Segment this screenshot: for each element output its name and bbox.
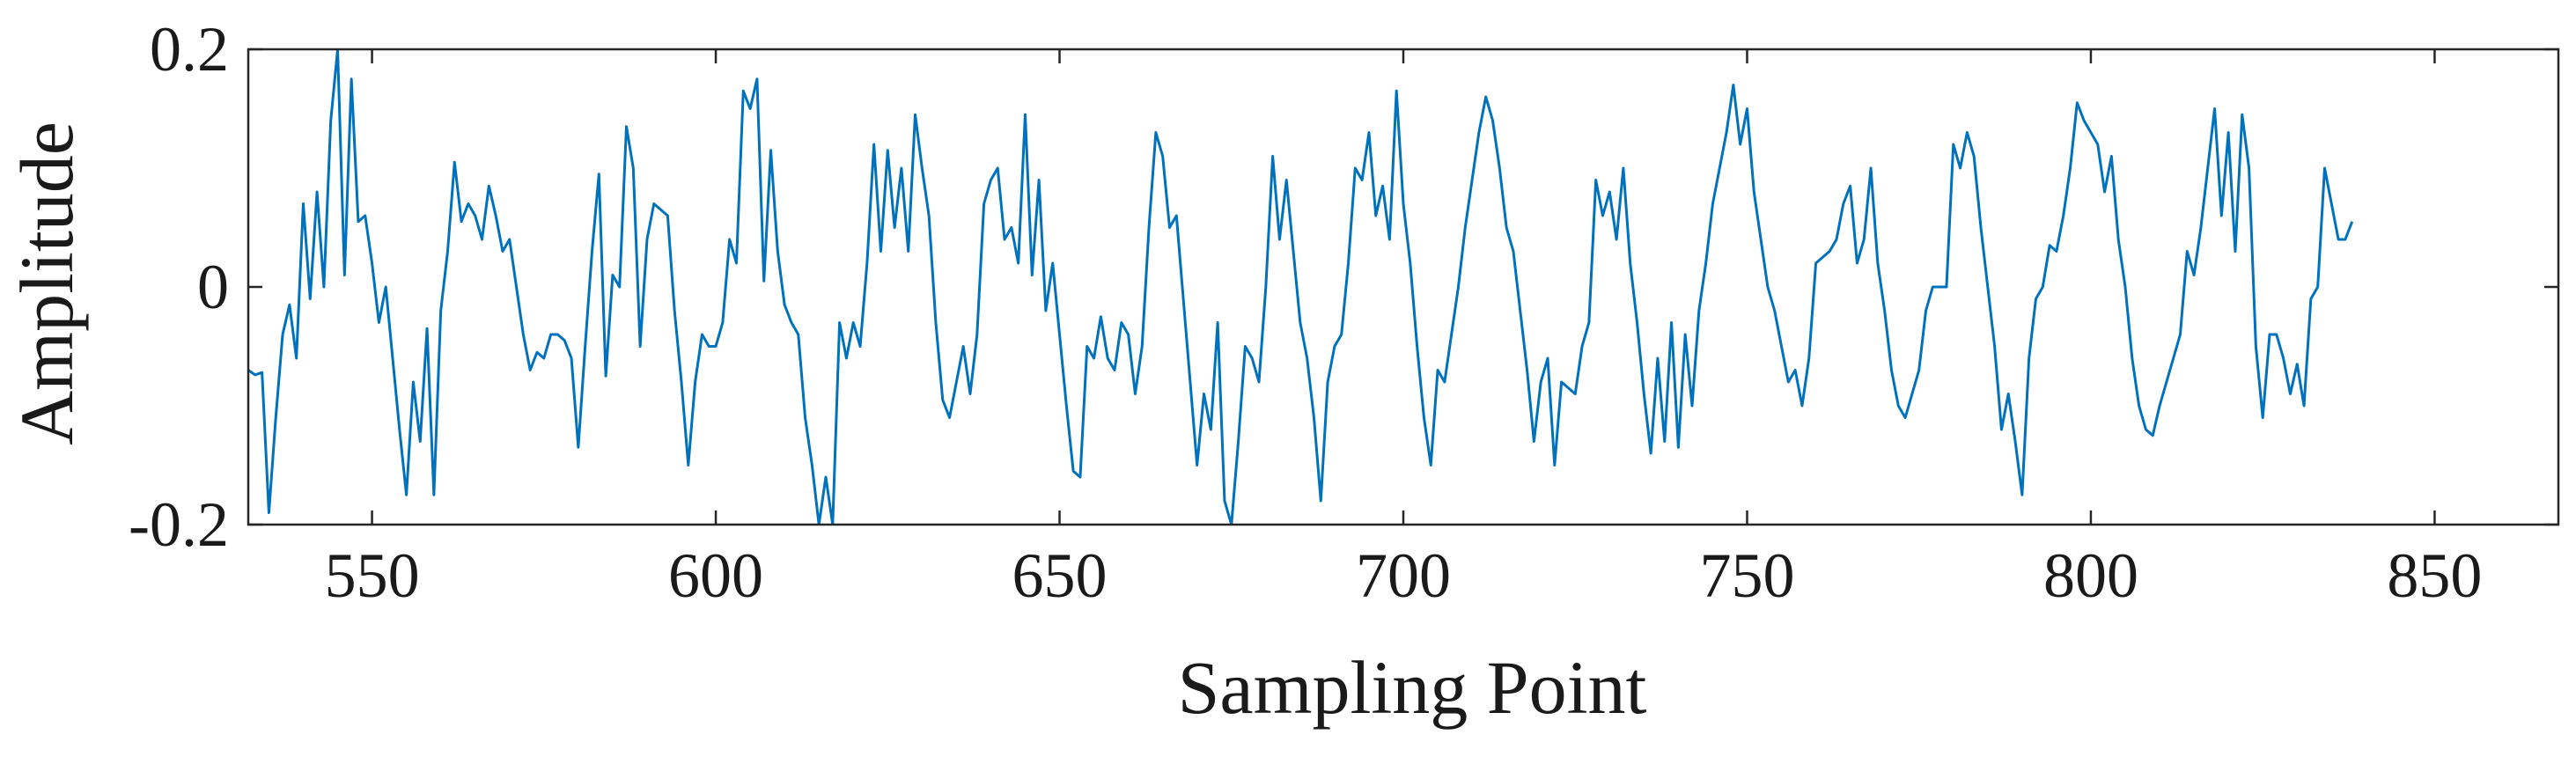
x-axis-label: Sampling Point	[1178, 645, 1647, 730]
y-tick-label-1: 0	[197, 252, 229, 322]
x-tick-label-650: 650	[1012, 540, 1108, 611]
plot-frame	[247, 48, 2560, 526]
axes: 550 600 650 700 750 800 850 -0.2 0 0.2	[129, 14, 2560, 611]
x-tick-label-800: 800	[2043, 540, 2138, 611]
x-tick-label-750: 750	[1699, 540, 1794, 611]
x-tick-label-850: 850	[2387, 540, 2482, 611]
x-tick-label-550: 550	[325, 540, 420, 611]
y-tick-label-0: -0.2	[129, 489, 229, 560]
plot-area	[248, 49, 2354, 525]
x-tick-label-700: 700	[1356, 540, 1451, 611]
y-axis-label: Amplitude	[4, 121, 89, 445]
x-tick-label-600: 600	[668, 540, 763, 611]
series-line-1	[248, 49, 2354, 525]
y-tick-label-2: 0.2	[150, 14, 229, 84]
